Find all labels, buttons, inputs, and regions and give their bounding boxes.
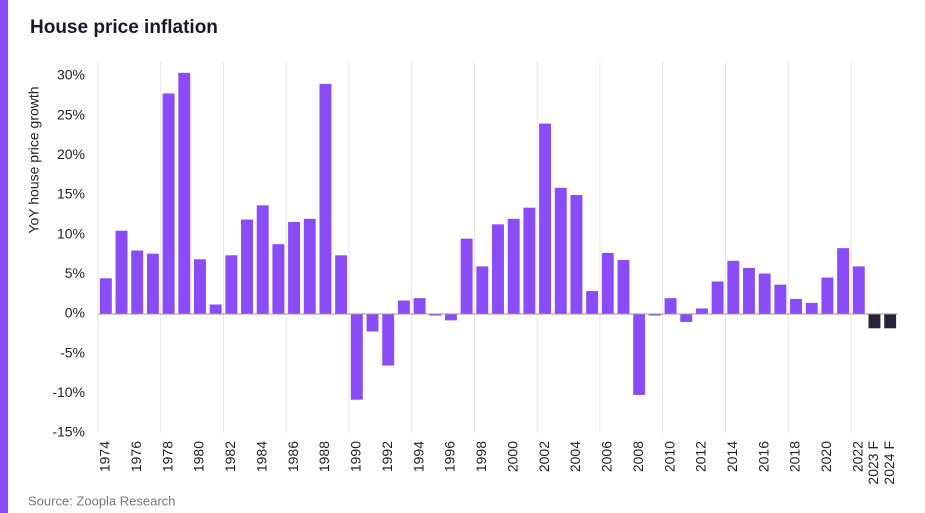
bar: [523, 207, 536, 314]
x-tick-label: 1992: [379, 441, 395, 472]
bar: [586, 290, 599, 314]
bar: [633, 314, 646, 395]
x-tick-label: 2010: [661, 441, 677, 472]
bar: [617, 260, 630, 314]
x-tick-label: 1990: [348, 441, 364, 472]
x-tick-label: 1988: [316, 441, 332, 472]
bar: [554, 187, 567, 314]
x-tick-label: 2020: [818, 441, 834, 472]
bar: [178, 72, 191, 315]
x-tick-label: 2024 F: [881, 441, 897, 485]
y-tick-label: 20%: [57, 146, 85, 162]
bar: [664, 298, 677, 314]
bar: [711, 281, 724, 314]
bar: [429, 314, 442, 316]
y-tick-label: -15%: [52, 424, 85, 440]
x-tick-label: 2008: [630, 441, 646, 472]
bar: [413, 298, 426, 314]
bar: [648, 314, 661, 316]
bar: [162, 93, 175, 314]
bar: [460, 238, 473, 314]
bar: [743, 267, 755, 314]
bar: [539, 123, 552, 314]
bar: [758, 273, 771, 314]
bar: [852, 266, 865, 314]
bar: [303, 218, 316, 314]
bar: [868, 314, 881, 329]
y-tick-label: 30%: [57, 67, 85, 83]
x-tick-label: 2016: [755, 441, 771, 472]
bar: [507, 218, 520, 314]
y-tick-label: 25%: [57, 106, 85, 122]
x-tick-label: 1980: [191, 441, 207, 472]
y-tick-label: 15%: [57, 186, 85, 202]
bar: [335, 255, 348, 314]
bar: [382, 314, 395, 366]
bar: [695, 308, 708, 314]
x-tick-label: 1994: [410, 441, 426, 472]
y-tick-label: 5%: [65, 265, 85, 281]
y-tick-label: 10%: [57, 225, 85, 241]
x-tick-label: 1986: [285, 441, 301, 472]
x-tick-label: 1998: [473, 441, 489, 472]
bar: [837, 248, 850, 314]
bar: [241, 219, 253, 314]
bar: [397, 300, 410, 314]
bar: [350, 314, 363, 400]
y-tick-label: -5%: [60, 344, 85, 360]
bar: [821, 277, 834, 314]
x-tick-label: 2002: [536, 441, 552, 472]
bar: [570, 195, 583, 314]
x-tick-label: 2022: [849, 441, 865, 472]
x-tick-label: 1976: [128, 441, 144, 472]
x-tick-label: 2000: [504, 441, 520, 472]
chart-title: House price inflation: [30, 17, 218, 38]
x-tick-label: 1974: [97, 441, 113, 472]
x-tick-label: 1996: [442, 441, 458, 472]
x-tick-label: 2023 F: [865, 441, 881, 485]
bar: [225, 255, 238, 314]
bar: [790, 298, 802, 314]
bar: [256, 205, 269, 314]
bar: [288, 221, 301, 314]
bar: [476, 266, 489, 314]
accent-stripe: [0, 0, 8, 513]
bar: [680, 314, 693, 322]
bar: [366, 314, 379, 332]
bar: [209, 304, 222, 314]
bar: [272, 244, 285, 314]
bar: [805, 302, 818, 314]
bar: [492, 224, 504, 314]
bar: [884, 314, 897, 329]
bar: [131, 250, 144, 314]
x-tick-label: 2006: [599, 441, 615, 472]
bar: [727, 260, 740, 314]
x-tick-label: 1978: [159, 441, 175, 472]
bar: [115, 230, 128, 314]
x-tick-label: 2018: [787, 441, 803, 472]
bar: [319, 83, 332, 314]
x-tick-label: 2014: [724, 441, 740, 472]
x-tick-label: 1982: [222, 441, 238, 472]
bar: [99, 278, 112, 314]
y-tick-label: -10%: [52, 384, 85, 400]
x-tick-label: 2012: [693, 441, 709, 472]
bar: [146, 253, 159, 314]
bar: [774, 284, 787, 314]
source: Source: Zoopla Research: [28, 493, 175, 508]
y-axis-label: YoY house price growth: [26, 86, 42, 233]
y-tick-label: 0%: [65, 305, 85, 321]
x-tick-label: 1984: [253, 441, 269, 472]
bar: [444, 314, 457, 321]
x-tick-label: 2004: [567, 441, 583, 472]
bar: [601, 252, 614, 314]
bar: [194, 259, 206, 314]
